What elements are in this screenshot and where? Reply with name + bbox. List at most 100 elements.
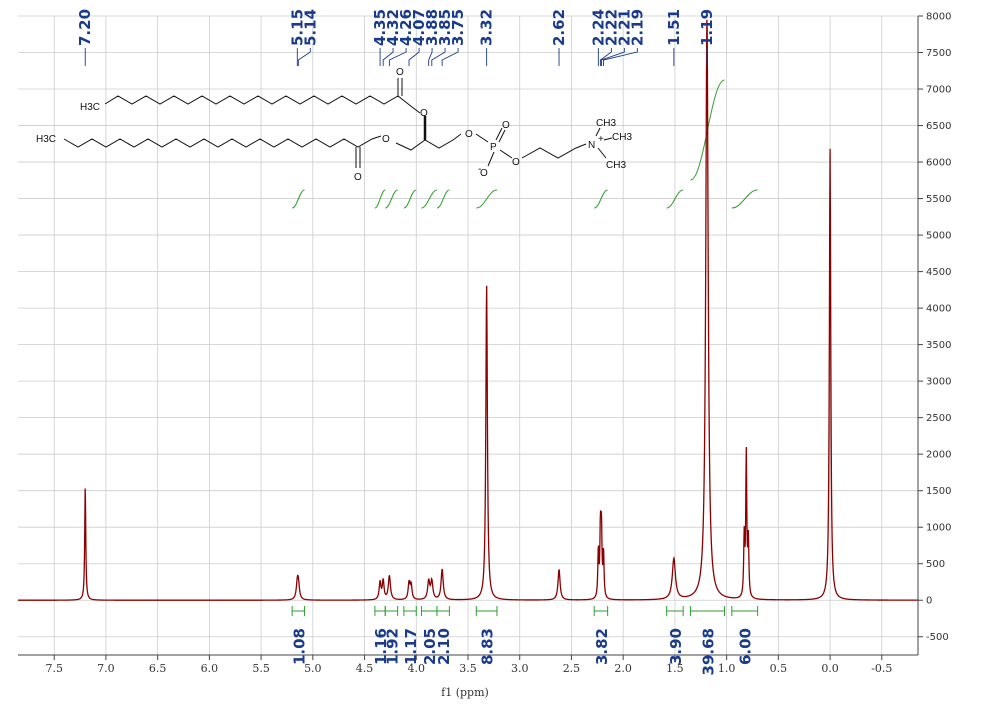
peak-label-group: 1.19 xyxy=(698,9,716,66)
atom-label: O xyxy=(382,134,390,145)
y-tick-label: 7000 xyxy=(926,85,951,96)
peak-label-group: 2.21 xyxy=(600,9,633,66)
peak-label-group: 2.19 xyxy=(603,9,646,66)
x-tick-label: 2.5 xyxy=(563,662,581,675)
y-tick-label: 4000 xyxy=(926,304,951,315)
peak-connector xyxy=(603,48,638,66)
n-methyl-bond-2 xyxy=(603,137,613,141)
atom-label: O xyxy=(512,157,520,168)
peak-label-group: 3.85 xyxy=(431,9,454,66)
peak-labels: 7.20 5.155.14 4.354.324.264.073.883.853.75… xyxy=(76,9,716,66)
peak-label: 4.07 xyxy=(410,9,428,46)
atom-label: H3C xyxy=(80,102,100,113)
peak-connector xyxy=(388,48,407,66)
integral-curve xyxy=(385,189,398,209)
x-tick-label: 0.5 xyxy=(770,662,788,675)
peak-label: 3.85 xyxy=(436,9,454,46)
x-tick-label: 6.5 xyxy=(149,662,167,675)
peak-connector xyxy=(600,48,625,66)
integral-value: 1.16 xyxy=(372,628,390,665)
integral-region: 6.00 xyxy=(731,606,759,665)
p-double-o-bond xyxy=(495,127,503,141)
peak-label: 5.14 xyxy=(301,9,319,46)
phosphate-o-bond xyxy=(475,133,489,143)
integral-region: 1.08 xyxy=(290,606,308,665)
x-tick-label: 3.5 xyxy=(459,662,477,675)
peak-label: 7.20 xyxy=(76,9,94,46)
integral-region: 1.17 xyxy=(402,606,420,665)
x-tick-label: -0.5 xyxy=(871,662,892,675)
integral-value: 1.08 xyxy=(290,628,308,665)
peak-connector xyxy=(408,48,420,66)
y-tick-label: 2000 xyxy=(926,450,951,461)
x-tick-label: 6.0 xyxy=(201,662,219,675)
peak-label: 3.32 xyxy=(478,9,496,46)
integral-curve xyxy=(374,189,386,209)
negative-charge: - xyxy=(478,164,481,175)
x-axis-title: f1 (ppm) xyxy=(441,686,489,699)
atom-label: O xyxy=(396,67,404,78)
x-axis-ticks: 7.5 7.0 6.5 6.0 5.5 5.0 4.5 4.0 3.5 3.0 2.5 2.0 1.5 1… xyxy=(45,655,892,675)
atom-label: O xyxy=(420,108,428,119)
peak-label-group: 5.15 xyxy=(288,9,306,66)
peak-label: 2.21 xyxy=(615,9,633,46)
peak-connector xyxy=(382,48,394,66)
y-tick-label: 3500 xyxy=(926,340,951,351)
n-methyl-bond-1 xyxy=(595,127,601,137)
integral-value: 1.92 xyxy=(383,628,401,665)
x-tick-label: 7.0 xyxy=(97,662,115,675)
peak-label-group: 4.26 xyxy=(388,9,415,66)
peak-label-group: 4.07 xyxy=(408,9,428,66)
atom-label: N xyxy=(588,140,595,151)
integral-value: 2.10 xyxy=(435,628,453,665)
atom-label: CH3 xyxy=(612,132,632,143)
integral-value: 3.90 xyxy=(667,628,685,665)
peak-label: 2.22 xyxy=(602,9,620,46)
integral-curve xyxy=(666,189,684,209)
y-tick-label: 5000 xyxy=(926,231,951,242)
x-tick-label: 1.0 xyxy=(718,662,736,675)
atom-label: H3C xyxy=(36,134,56,145)
integral-region: 1.92 xyxy=(383,606,401,665)
integral-region: 39.68 xyxy=(689,606,726,675)
integral-curve xyxy=(476,189,498,209)
y-tick-label: 0 xyxy=(926,596,932,607)
y-tick-label: 500 xyxy=(926,559,945,570)
peak-label: 4.32 xyxy=(384,9,402,46)
integral-value: 8.83 xyxy=(479,628,497,665)
x-tick-label: 5.5 xyxy=(252,662,270,675)
upper-alkyl-chain xyxy=(104,95,413,108)
integral-curve xyxy=(421,189,438,209)
peak-connector xyxy=(441,48,459,66)
integral-curve xyxy=(594,189,608,209)
y-tick-label: 4500 xyxy=(926,267,951,278)
choline-chain xyxy=(521,143,587,159)
p-o-bond xyxy=(499,149,513,159)
peak-label: 4.35 xyxy=(371,9,389,46)
x-tick-label: 0.0 xyxy=(821,662,839,675)
peak-connector xyxy=(428,48,433,66)
y-tick-label: 6500 xyxy=(926,121,951,132)
atom-label: P xyxy=(490,142,497,153)
integral-curve xyxy=(436,189,450,209)
y-tick-label: 6000 xyxy=(926,158,951,169)
peak-label: 2.24 xyxy=(589,9,607,46)
atom-label: O xyxy=(502,120,510,131)
x-tick-label: 2.0 xyxy=(614,662,632,675)
integral-value: 39.68 xyxy=(699,628,717,675)
peak-label-group: 3.75 xyxy=(441,9,467,66)
peak-label-group: 3.88 xyxy=(423,9,441,66)
integral-value: 2.05 xyxy=(421,628,439,665)
x-tick-label: 3.0 xyxy=(511,662,529,675)
x-tick-label: 5.0 xyxy=(304,662,322,675)
integral-curve xyxy=(731,189,758,209)
integral-region: 3.82 xyxy=(593,606,611,665)
integral-region: 3.90 xyxy=(666,606,685,665)
molecule-atom-labels: H3C H3C O O O O O P O O O N CH3 CH3 CH3 … xyxy=(36,67,632,183)
peak-connector xyxy=(431,48,446,66)
peak-label-group: 3.32 xyxy=(478,9,496,66)
peak-label-group: 4.35 xyxy=(371,9,389,66)
integral-value: 6.00 xyxy=(737,628,755,665)
peak-label-group: 1.51 xyxy=(665,9,683,66)
